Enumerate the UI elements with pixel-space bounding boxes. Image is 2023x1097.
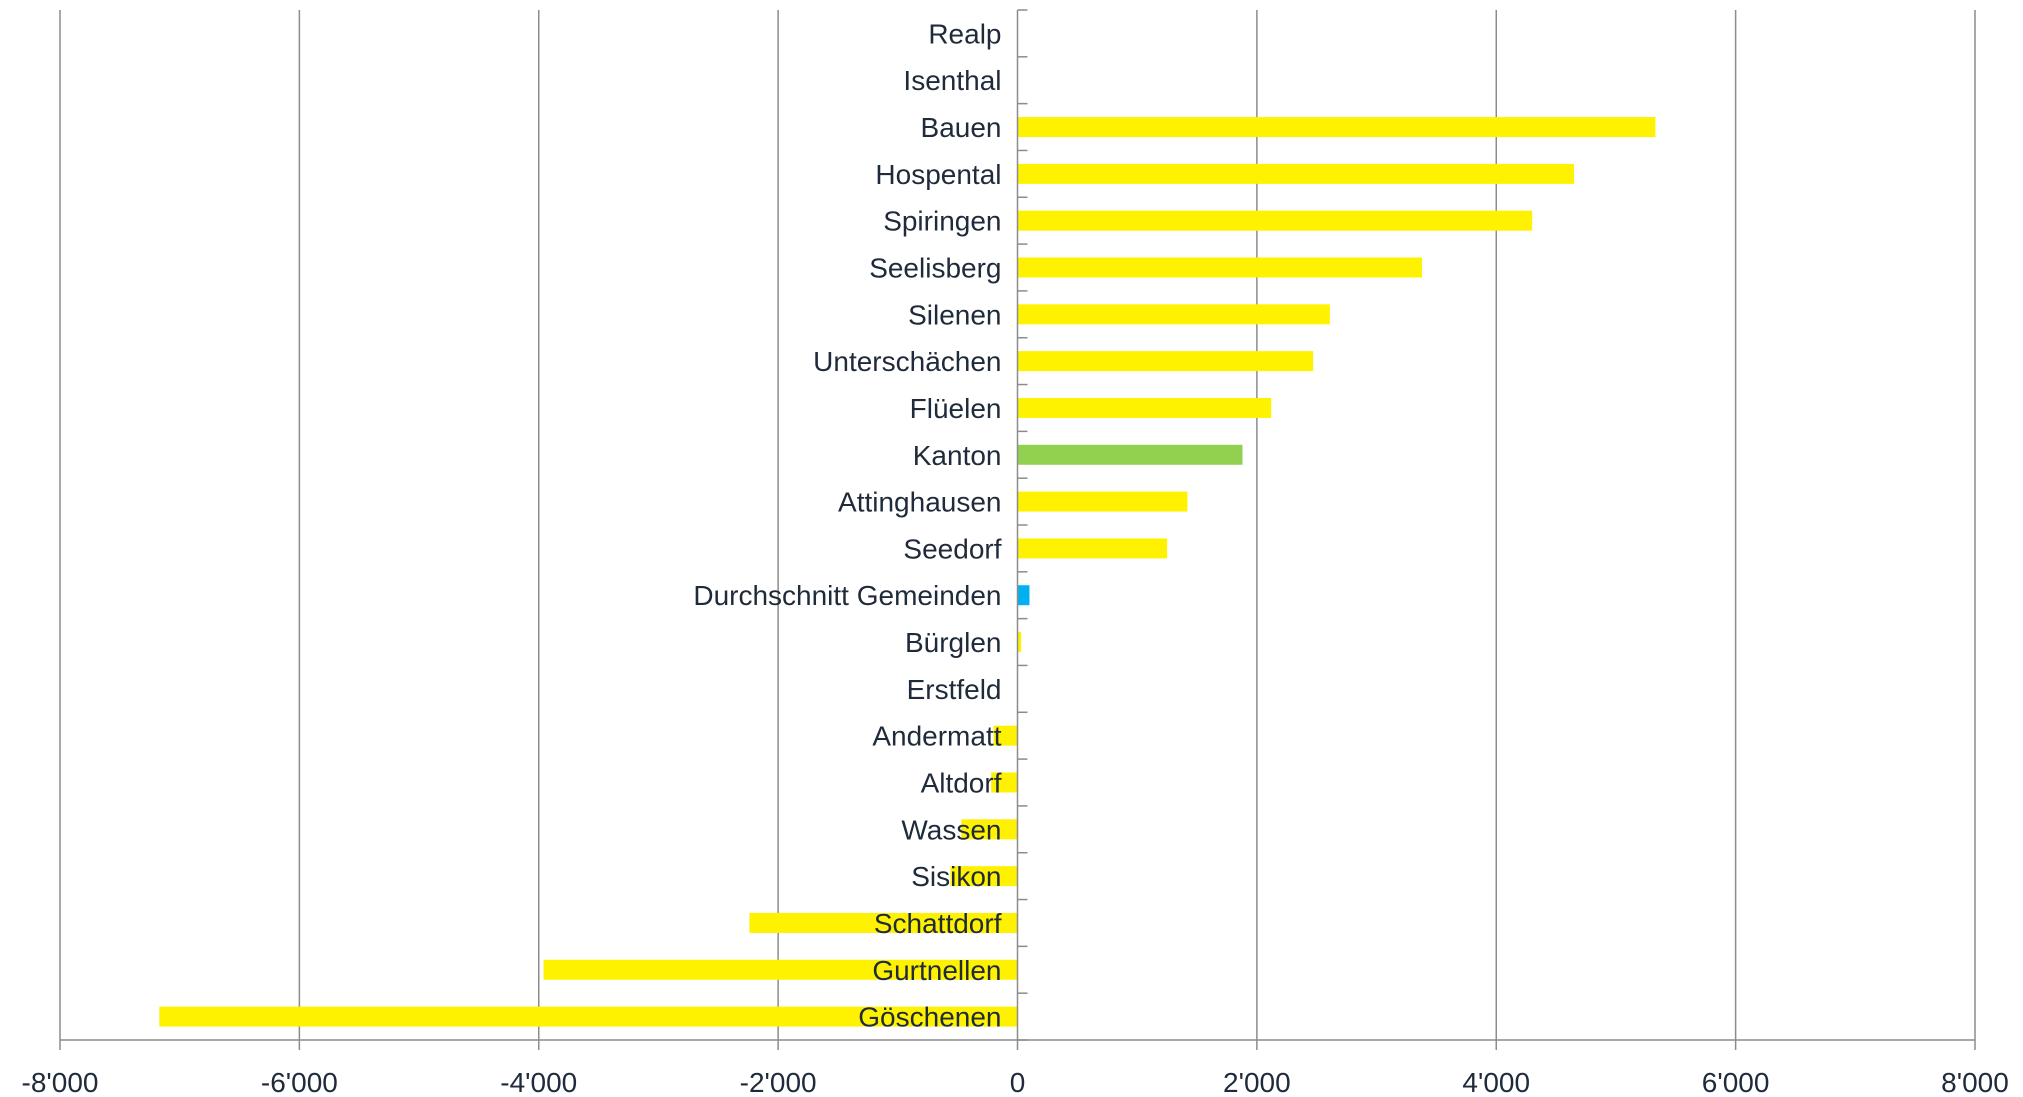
category-label: Gurtnellen bbox=[872, 955, 1001, 986]
bar-16 bbox=[991, 772, 1018, 793]
category-label: Altdorf bbox=[921, 768, 1002, 799]
bar-19 bbox=[749, 912, 1018, 933]
bar-17 bbox=[961, 819, 1018, 840]
bar-12 bbox=[1017, 585, 1030, 606]
bar-5 bbox=[1017, 257, 1423, 278]
bar-18 bbox=[950, 866, 1018, 887]
bars bbox=[159, 117, 1656, 1027]
x-tick-label: 4'000 bbox=[1462, 1067, 1530, 1097]
bar-9 bbox=[1017, 444, 1243, 465]
bar-10 bbox=[1017, 491, 1188, 512]
category-label: Kanton bbox=[913, 440, 1002, 471]
x-tick-label: 6'000 bbox=[1702, 1067, 1770, 1097]
bar-15 bbox=[993, 725, 1018, 746]
category-labels: Realp Isenthal Bauen Hospental Spiringen Seel… bbox=[693, 18, 1001, 1032]
bar-7 bbox=[1017, 351, 1314, 372]
category-label: Silenen bbox=[908, 299, 1001, 330]
bar-20 bbox=[543, 959, 1018, 980]
axes bbox=[59, 9, 1976, 1050]
x-tick-label: 2'000 bbox=[1223, 1067, 1291, 1097]
x-tick-label: -8'000 bbox=[22, 1067, 99, 1097]
category-label: Wassen bbox=[901, 814, 1001, 845]
x-tick-label: 8'000 bbox=[1941, 1067, 2009, 1097]
x-tick-label: -2'000 bbox=[740, 1067, 817, 1097]
category-label: Bauen bbox=[921, 112, 1002, 143]
bar-11 bbox=[1017, 538, 1168, 559]
category-label: Unterschächen bbox=[813, 346, 1001, 377]
category-label: Schattdorf bbox=[874, 908, 1002, 939]
category-label: Realp bbox=[928, 18, 1001, 49]
category-label: Hospental bbox=[875, 159, 1001, 190]
category-label: Durchschnitt Gemeinden bbox=[693, 580, 1001, 611]
category-label: Andermatt bbox=[872, 721, 1001, 752]
bar-6 bbox=[1017, 304, 1330, 325]
bar-8 bbox=[1017, 397, 1272, 418]
x-tick-labels: -8'000 -6'000 -4'000 -2'000 0 2'000 4'000 6'000… bbox=[22, 1067, 2009, 1097]
bar-21 bbox=[159, 1006, 1018, 1027]
category-label: Flüelen bbox=[910, 393, 1002, 424]
bar-13 bbox=[1017, 632, 1022, 653]
category-label: Attinghausen bbox=[838, 487, 1001, 518]
category-label: Spiringen bbox=[883, 206, 1001, 237]
x-tick-label: -4'000 bbox=[500, 1067, 577, 1097]
category-label: Seedorf bbox=[903, 533, 1001, 564]
category-label: Seelisberg bbox=[869, 253, 1001, 284]
category-label: Göschenen bbox=[858, 1002, 1001, 1033]
category-label: Bürglen bbox=[905, 627, 1002, 658]
category-label: Sisikon bbox=[911, 861, 1001, 892]
bar-3 bbox=[1017, 163, 1575, 184]
category-label: Isenthal bbox=[903, 65, 1001, 96]
category-label: Erstfeld bbox=[907, 674, 1002, 705]
bar-2 bbox=[1017, 117, 1656, 138]
x-tick-label: 0 bbox=[1010, 1067, 1026, 1097]
x-tick-label: -6'000 bbox=[261, 1067, 338, 1097]
bar-4 bbox=[1017, 210, 1533, 231]
